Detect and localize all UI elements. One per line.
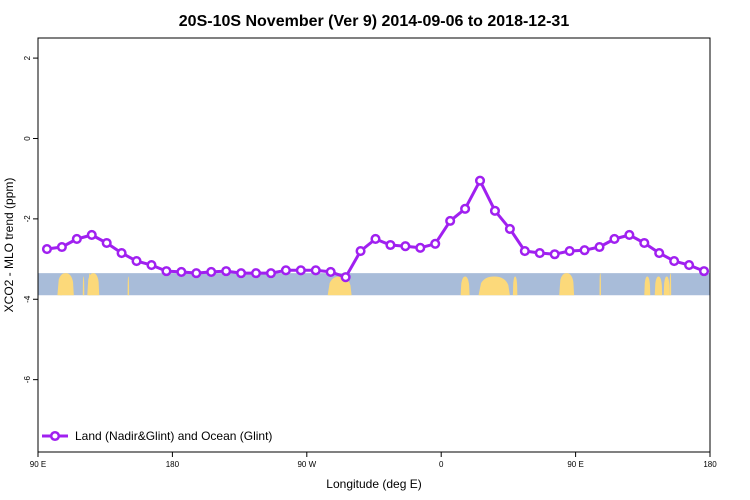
land-region: [669, 273, 672, 296]
data-point: [474, 175, 486, 186]
data-point: [684, 260, 695, 271]
y-axis: 2 0 -2 -4 -6: [23, 55, 38, 383]
data-point: [250, 268, 262, 279]
series-layer: [41, 175, 710, 283]
x-tick-label: 0: [439, 460, 444, 469]
y-axis-label: XCO2 - MLO trend (ppm): [2, 178, 16, 313]
data-point: [654, 247, 665, 259]
data-point: [280, 265, 291, 276]
data-point: [310, 265, 321, 276]
data-point: [624, 229, 635, 241]
land-region: [478, 276, 510, 296]
data-point: [355, 245, 366, 257]
land-region: [654, 276, 663, 296]
ocean-band: [38, 273, 710, 296]
data-point: [579, 245, 590, 256]
land-region: [663, 276, 670, 296]
data-point: [116, 247, 127, 259]
land-ocean-band: [38, 273, 710, 296]
land-region: [512, 276, 518, 296]
x-tick-label: 180: [703, 460, 717, 469]
land-region: [460, 276, 470, 296]
land-region: [60, 276, 62, 296]
legend: Land (Nadir&Glint) and Ocean (Glint): [42, 429, 272, 443]
plot-frame: [37, 37, 711, 453]
legend-marker: [49, 430, 61, 442]
land-region: [82, 276, 85, 296]
data-point: [430, 238, 441, 249]
x-axis: 90 E 180 90 W 0 90 E 180: [30, 452, 717, 469]
land-region: [559, 273, 575, 296]
x-tick-label: 90 E: [30, 460, 46, 469]
data-point: [86, 229, 97, 241]
chart-title: 20S-10S November (Ver 9) 2014-09-06 to 2…: [179, 13, 570, 30]
data-point: [669, 256, 680, 267]
data-point: [370, 233, 381, 245]
legend-label: Land (Nadir&Glint) and Ocean (Glint): [75, 429, 272, 443]
data-point: [489, 205, 501, 216]
x-tick-label: 90 W: [297, 460, 316, 469]
data-point: [594, 241, 605, 253]
data-point: [445, 215, 456, 226]
data-point: [131, 256, 142, 267]
land-region: [127, 276, 130, 296]
y-tick-label: 0: [23, 136, 32, 141]
data-point: [146, 260, 157, 271]
data-point: [609, 233, 620, 245]
data-point: [206, 266, 217, 277]
data-point: [385, 239, 396, 251]
data-point: [519, 245, 530, 257]
data-point: [236, 268, 247, 279]
land-region: [599, 273, 601, 296]
land-region: [88, 273, 91, 296]
y-tick-label: -2: [23, 215, 32, 223]
data-point: [460, 203, 471, 214]
y-tick-label: -6: [23, 376, 32, 384]
data-point: [698, 266, 710, 277]
data-point: [101, 237, 112, 249]
x-axis-label: Longitude (deg E): [326, 477, 421, 491]
data-point: [639, 237, 650, 249]
series-line: [46, 179, 705, 279]
data-point: [161, 266, 172, 277]
data-point: [176, 266, 187, 277]
data-point: [340, 272, 351, 283]
data-point: [56, 241, 67, 253]
data-point: [534, 247, 545, 259]
data-point: [564, 245, 575, 257]
data-point: [295, 265, 306, 276]
y-tick-label: -4: [23, 295, 32, 303]
land-region: [644, 276, 651, 296]
land-region: [87, 273, 100, 296]
data-point: [221, 266, 232, 277]
y-tick-label: 2: [23, 55, 32, 60]
x-tick-label: 180: [166, 460, 180, 469]
x-tick-label: 90 E: [567, 460, 583, 469]
data-point: [325, 266, 336, 277]
data-point: [191, 268, 202, 279]
data-point: [265, 268, 277, 279]
data-point: [504, 223, 515, 234]
data-point: [71, 233, 82, 245]
data-point: [549, 249, 560, 260]
data-point: [400, 241, 411, 252]
data-point: [41, 243, 53, 255]
data-point: [415, 242, 426, 253]
